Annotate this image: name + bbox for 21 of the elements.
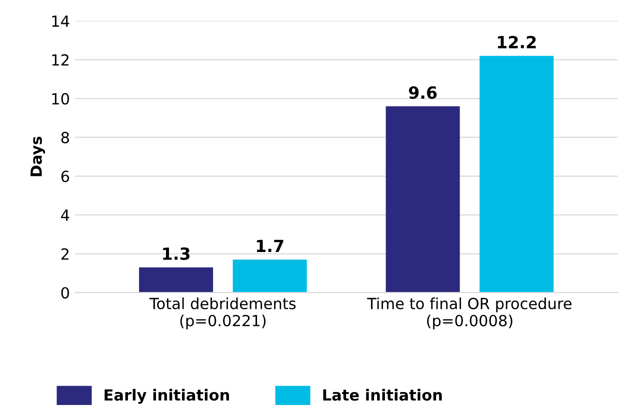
y-tick-label: 8 bbox=[61, 132, 69, 144]
bar bbox=[386, 106, 460, 293]
y-tick-label: 4 bbox=[61, 210, 70, 221]
bar bbox=[139, 267, 214, 293]
y-tick-label: 2 bbox=[61, 248, 68, 260]
bar bbox=[480, 56, 554, 293]
x-tick-label: Time to final OR procedure (p=0.0008) bbox=[367, 297, 572, 330]
legend-label: Early initiation bbox=[104, 388, 229, 404]
data-label: 1.7 bbox=[256, 240, 284, 252]
data-label: 1.3 bbox=[163, 247, 190, 260]
y-tick-label: 14 bbox=[52, 16, 70, 27]
y-axis-title: Days bbox=[30, 136, 46, 176]
legend-label: Late initiation bbox=[323, 388, 442, 401]
y-tick-label: 6 bbox=[61, 170, 70, 182]
y-tick-label: 12 bbox=[52, 54, 68, 66]
x-tick-label: Total debridements (p=0.0221) bbox=[149, 297, 296, 330]
data-label: 12.2 bbox=[498, 36, 536, 48]
y-tick-label: 10 bbox=[52, 92, 70, 105]
y-tick-label: 0 bbox=[61, 287, 70, 299]
data-label: 9.6 bbox=[408, 86, 437, 99]
bar bbox=[232, 260, 307, 293]
